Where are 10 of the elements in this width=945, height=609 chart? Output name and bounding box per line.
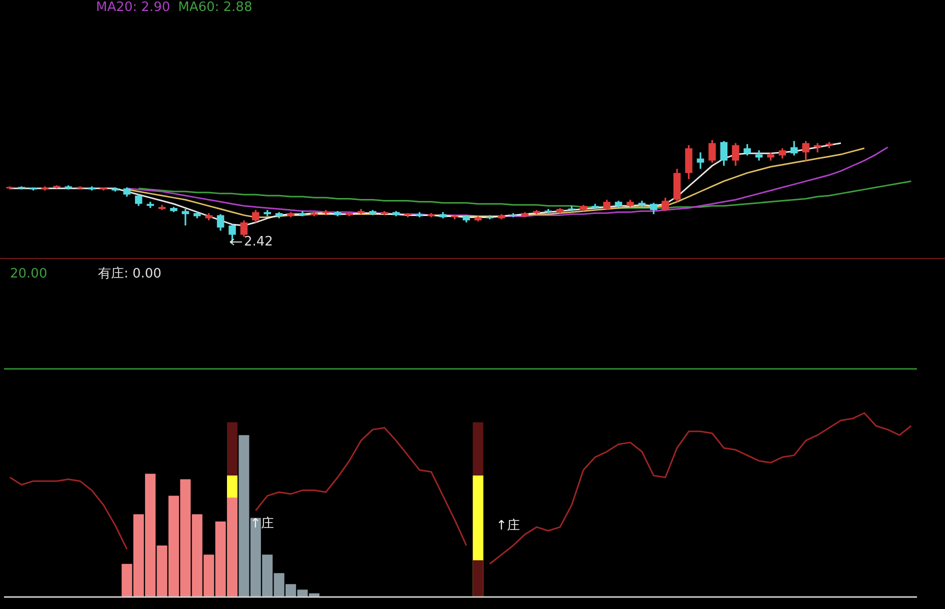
annotation: 2.42 xyxy=(244,234,273,250)
text: MA20: 2.90 xyxy=(96,0,170,15)
annotation: ↑庄 xyxy=(250,516,274,532)
text: 有庄: 0.00 xyxy=(98,266,162,282)
candlestick xyxy=(462,215,470,222)
annotation: ↑庄 xyxy=(496,518,520,534)
bar xyxy=(472,560,484,597)
candlestick xyxy=(205,213,212,220)
text: 20.00 xyxy=(10,266,48,282)
text: MA60: 2.88 xyxy=(178,0,252,15)
